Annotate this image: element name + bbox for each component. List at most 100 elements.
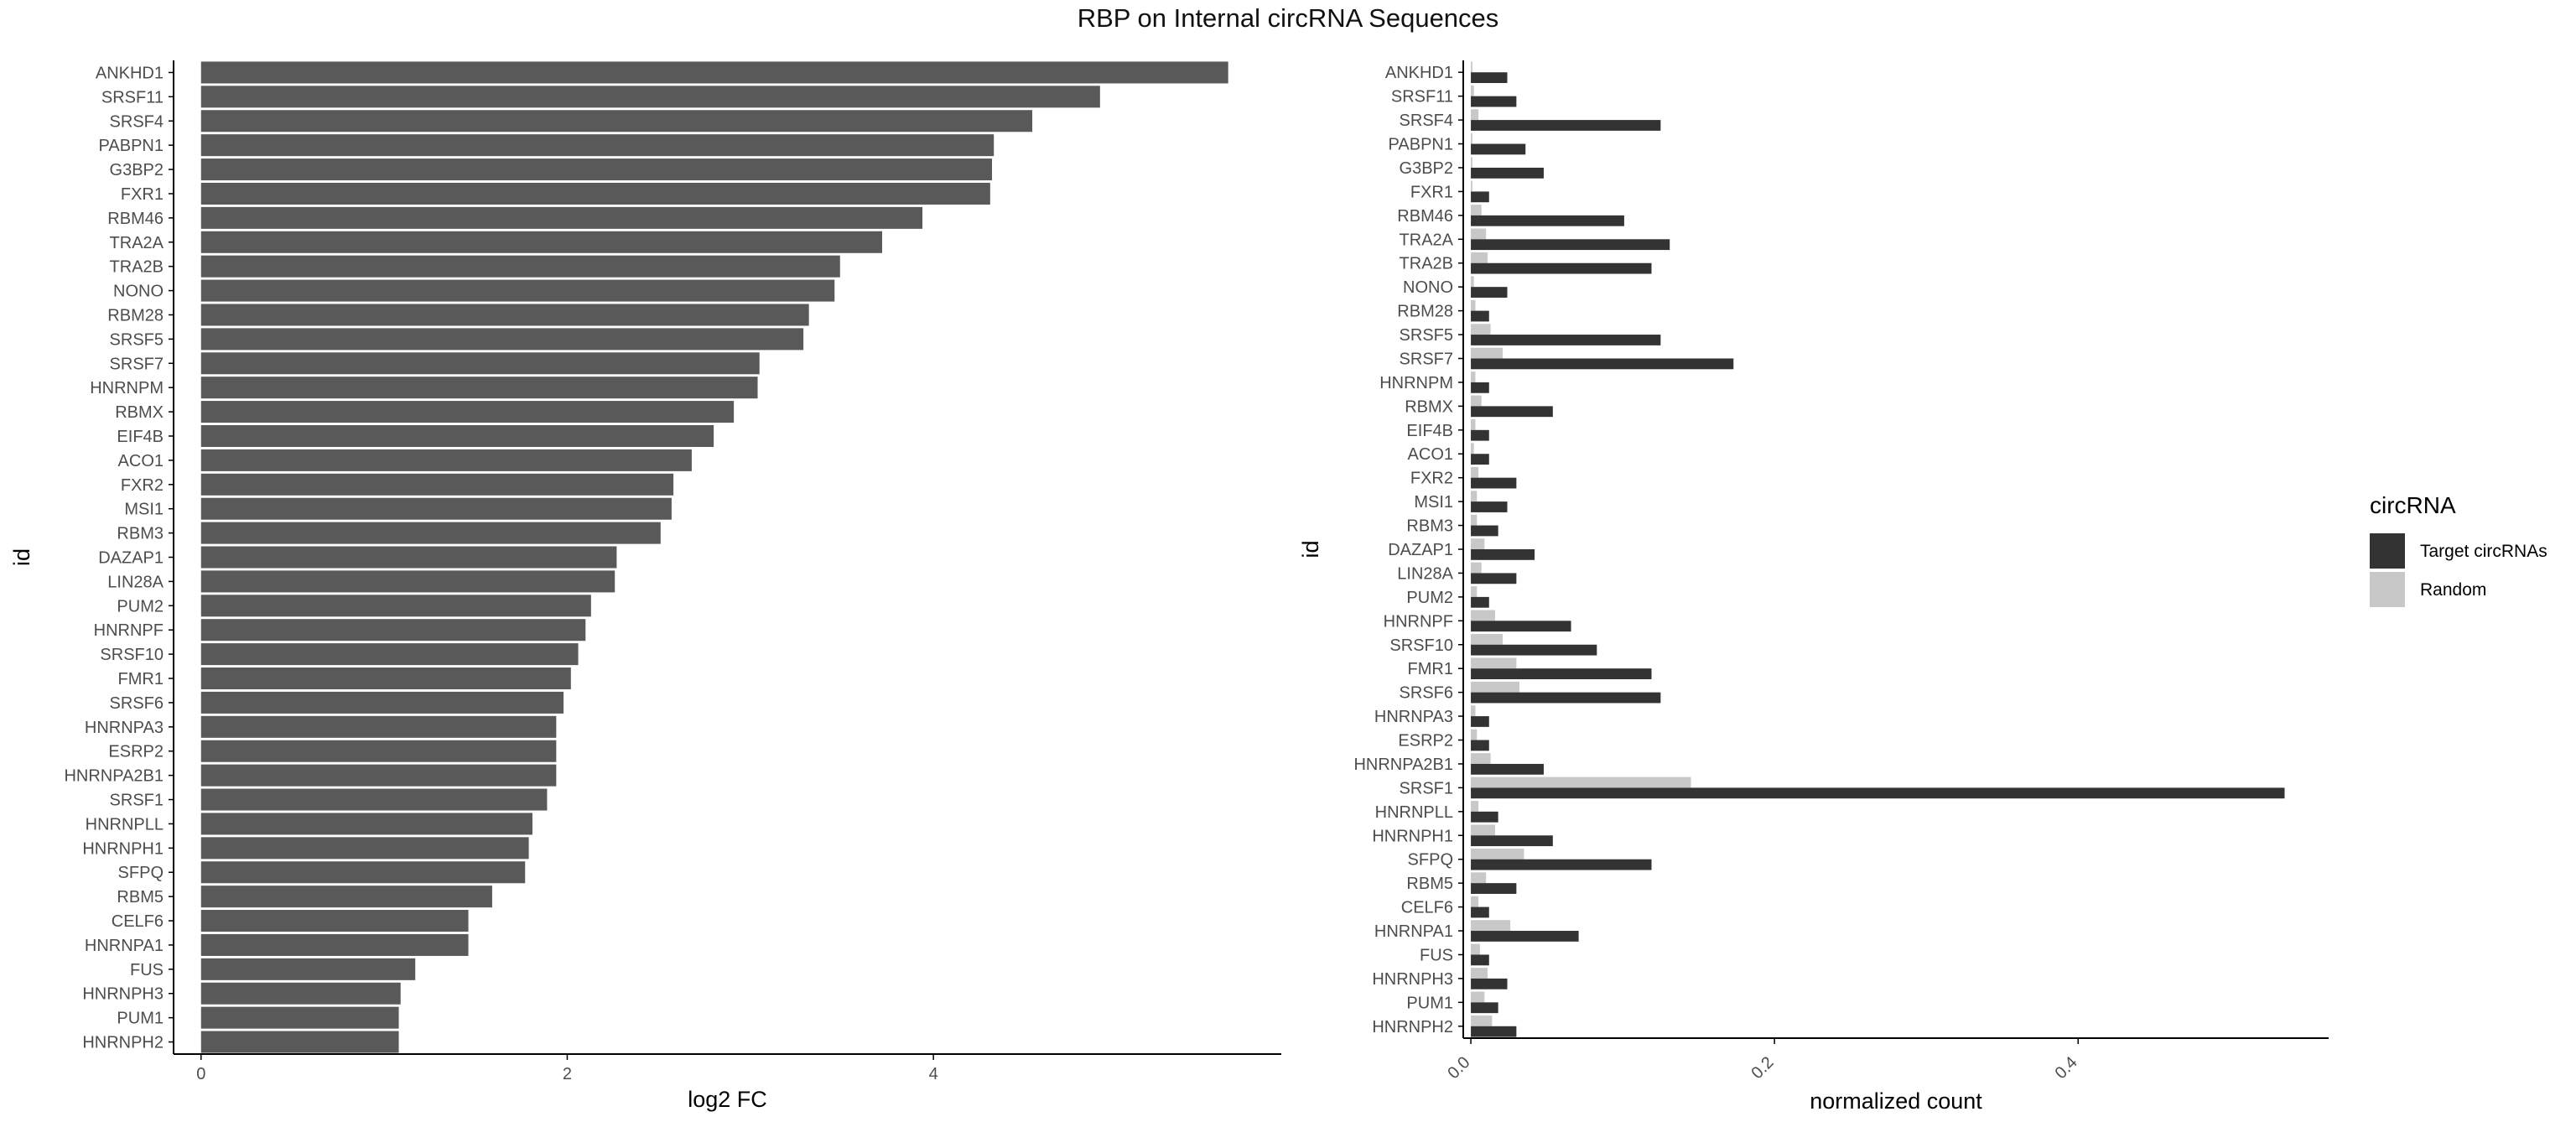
bar-log2fc xyxy=(200,304,809,326)
y-tick-label: MSI1 xyxy=(1414,493,1453,512)
y-tick-label: SRSF11 xyxy=(1391,88,1453,106)
y-tick-label: MSI1 xyxy=(124,501,164,519)
bar-log2fc xyxy=(200,1031,399,1053)
y-tick-label: SRSF4 xyxy=(110,112,164,131)
bar-target-circrnas xyxy=(1471,621,1571,632)
bar-target-circrnas xyxy=(1471,429,1489,441)
bar-log2fc xyxy=(200,473,674,496)
x-axis-title: normalized count xyxy=(1810,1088,1982,1114)
bar-random xyxy=(1471,824,1496,836)
bar-target-circrnas xyxy=(1471,287,1508,298)
bar-target-circrnas xyxy=(1471,382,1489,393)
y-tick-label: FXR2 xyxy=(121,476,164,495)
y-tick-label: CELF6 xyxy=(112,912,164,931)
y-tick-label: FUS xyxy=(1420,946,1453,964)
bar-random xyxy=(1471,109,1479,121)
bar-random xyxy=(1471,896,1479,907)
bar-random xyxy=(1471,943,1480,955)
bar-target-circrnas xyxy=(1471,883,1517,894)
bar-log2fc xyxy=(200,570,615,593)
y-tick-label: SRSF6 xyxy=(1400,684,1453,703)
bar-target-circrnas xyxy=(1471,668,1652,679)
y-tick-label: TRA2A xyxy=(1400,231,1454,249)
bar-log2fc xyxy=(200,715,557,738)
bar-target-circrnas xyxy=(1471,262,1652,274)
bar-random xyxy=(1471,777,1691,788)
bar-random xyxy=(1471,371,1476,382)
x-tick-label: 0.0 xyxy=(1444,1053,1473,1083)
y-tick-label: FXR2 xyxy=(1410,470,1453,488)
bar-random xyxy=(1471,753,1491,764)
y-tick-label: CELF6 xyxy=(1401,899,1453,917)
bar-target-circrnas xyxy=(1471,596,1489,608)
y-tick-label: LIN28A xyxy=(107,573,164,591)
y-tick-label: ACO1 xyxy=(118,452,164,470)
bar-target-circrnas xyxy=(1471,501,1508,512)
bar-target-circrnas xyxy=(1471,549,1535,560)
bar-random xyxy=(1471,538,1485,549)
y-tick-label: HNRNPM xyxy=(90,379,164,397)
bar-target-circrnas xyxy=(1471,191,1489,203)
bar-random xyxy=(1471,252,1488,263)
y-tick-label: SFPQ xyxy=(1408,851,1453,870)
bar-target-circrnas xyxy=(1471,644,1597,656)
y-tick-label: PUM2 xyxy=(117,597,164,616)
bar-log2fc xyxy=(200,328,804,351)
bar-target-circrnas xyxy=(1471,1002,1498,1014)
bar-log2fc xyxy=(200,401,735,423)
y-tick-label: SRSF11 xyxy=(101,88,164,106)
bar-random xyxy=(1471,872,1487,884)
y-tick-label: SRSF5 xyxy=(1400,326,1453,345)
bar-log2fc xyxy=(200,522,661,544)
bar-target-circrnas xyxy=(1471,835,1553,847)
bar-log2fc xyxy=(200,958,416,980)
y-tick-label: RBM5 xyxy=(1406,875,1453,893)
legend-label: Target circRNAs xyxy=(2420,542,2547,561)
bar-log2fc xyxy=(200,886,492,908)
y-tick-label: FUS xyxy=(130,961,164,979)
bar-target-circrnas xyxy=(1471,978,1508,990)
y-tick-label: RBMX xyxy=(1405,397,1453,416)
y-tick-label: NONO xyxy=(113,283,164,301)
bar-target-circrnas xyxy=(1471,573,1517,584)
y-tick-label: HNRNPA3 xyxy=(1374,708,1453,726)
y-tick-label: DAZAP1 xyxy=(98,549,164,568)
x-tick-label: 0.2 xyxy=(1748,1053,1777,1083)
y-tick-label: SRSF1 xyxy=(110,792,164,810)
bar-target-circrnas xyxy=(1471,120,1661,131)
y-tick-label: HNRNPH1 xyxy=(82,839,164,858)
y-tick-label: DAZAP1 xyxy=(1388,541,1453,559)
bar-target-circrnas xyxy=(1471,740,1489,751)
y-tick-label: NONO xyxy=(1403,278,1453,297)
legend-swatch xyxy=(2370,533,2405,569)
x-tick-label: 0 xyxy=(196,1065,205,1083)
bar-target-circrnas xyxy=(1471,406,1553,418)
y-tick-label: HNRNPLL xyxy=(1375,803,1453,822)
y-tick-label: HNRNPH3 xyxy=(1372,970,1453,989)
bar-log2fc xyxy=(200,667,571,690)
bar-log2fc xyxy=(200,546,617,569)
bar-log2fc xyxy=(200,933,469,956)
bar-random xyxy=(1471,180,1472,192)
y-tick-label: HNRNPA1 xyxy=(85,937,164,955)
bar-target-circrnas xyxy=(1471,954,1489,966)
bar-log2fc xyxy=(200,231,883,253)
y-tick-label: G3BP2 xyxy=(110,161,164,179)
y-tick-label: EIF4B xyxy=(1406,422,1453,440)
y-tick-label: FXR1 xyxy=(121,185,164,204)
legend: circRNA Target circRNAs Random xyxy=(2370,492,2547,607)
y-tick-label: RBM3 xyxy=(117,525,164,543)
bar-log2fc xyxy=(200,595,591,617)
bar-target-circrnas xyxy=(1471,906,1489,918)
bar-random xyxy=(1471,466,1479,478)
y-tick-label: RBM46 xyxy=(1397,207,1453,226)
bar-target-circrnas xyxy=(1471,239,1670,251)
y-tick-label: RBM46 xyxy=(107,210,164,228)
bar-log2fc xyxy=(200,497,672,520)
bar-random xyxy=(1471,514,1478,526)
y-tick-label: ANKHD1 xyxy=(96,64,164,82)
legend-title: circRNA xyxy=(2370,492,2456,518)
y-tick-label: EIF4B xyxy=(117,428,164,446)
